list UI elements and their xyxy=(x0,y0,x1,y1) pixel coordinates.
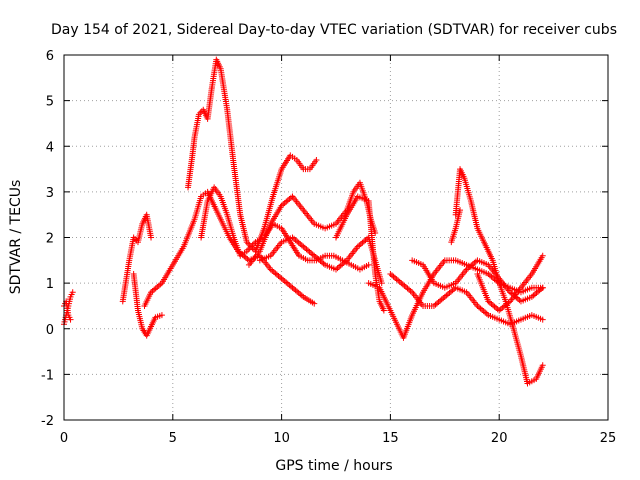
series-arc-10 xyxy=(333,193,387,314)
data-point xyxy=(313,156,320,163)
data-point xyxy=(539,316,546,323)
data-point xyxy=(539,362,546,369)
x-tick-label: 0 xyxy=(60,431,68,446)
data-point xyxy=(539,252,546,259)
y-tick-label: 4 xyxy=(46,140,54,155)
y-tick-label: 1 xyxy=(46,277,54,292)
y-tick-label: -1 xyxy=(41,368,54,383)
data-point xyxy=(365,261,372,268)
data-point xyxy=(67,316,74,323)
data-point xyxy=(457,207,464,214)
y-tick-label: 5 xyxy=(46,95,54,110)
data-point xyxy=(311,300,318,307)
x-tick-label: 25 xyxy=(600,431,617,446)
y-tick-label: 3 xyxy=(46,186,54,201)
data-series xyxy=(61,56,546,387)
data-point xyxy=(69,289,76,296)
series-arc-14 xyxy=(452,166,546,387)
x-tick-label: 15 xyxy=(382,431,399,446)
series-arc-16 xyxy=(448,207,464,246)
x-tick-label: 10 xyxy=(273,431,290,446)
axis-tick-labels: 0 5 10 15 20 25 -2 -1 0 1 2 3 4 5 6 xyxy=(41,49,616,446)
series-arc-12 xyxy=(387,271,546,328)
series-arc-3 xyxy=(119,211,155,305)
y-tick-label: 0 xyxy=(46,323,54,338)
series-arc-11 xyxy=(365,257,546,341)
data-point xyxy=(380,307,387,314)
data-point xyxy=(372,229,379,236)
axis-ticks xyxy=(63,54,609,421)
y-tick-label: 6 xyxy=(46,49,54,64)
data-point xyxy=(378,280,385,287)
series-arc-6 xyxy=(185,56,320,255)
series-arc-15 xyxy=(474,252,546,314)
y-axis-label: SDTVAR / TECUs xyxy=(8,180,24,295)
x-tick-label: 20 xyxy=(491,431,508,446)
y-tick-label: -2 xyxy=(41,414,54,429)
series-arc-4 xyxy=(130,271,165,339)
data-point xyxy=(539,284,546,291)
x-axis-label: GPS time / hours xyxy=(275,458,392,474)
data-point xyxy=(148,234,155,241)
chart-title: Day 154 of 2021, Sidereal Day-to-day VTE… xyxy=(51,22,617,38)
series-arc-2 xyxy=(61,298,74,323)
data-point xyxy=(158,312,165,319)
y-tick-label: 2 xyxy=(46,232,54,247)
x-tick-label: 5 xyxy=(169,431,177,446)
